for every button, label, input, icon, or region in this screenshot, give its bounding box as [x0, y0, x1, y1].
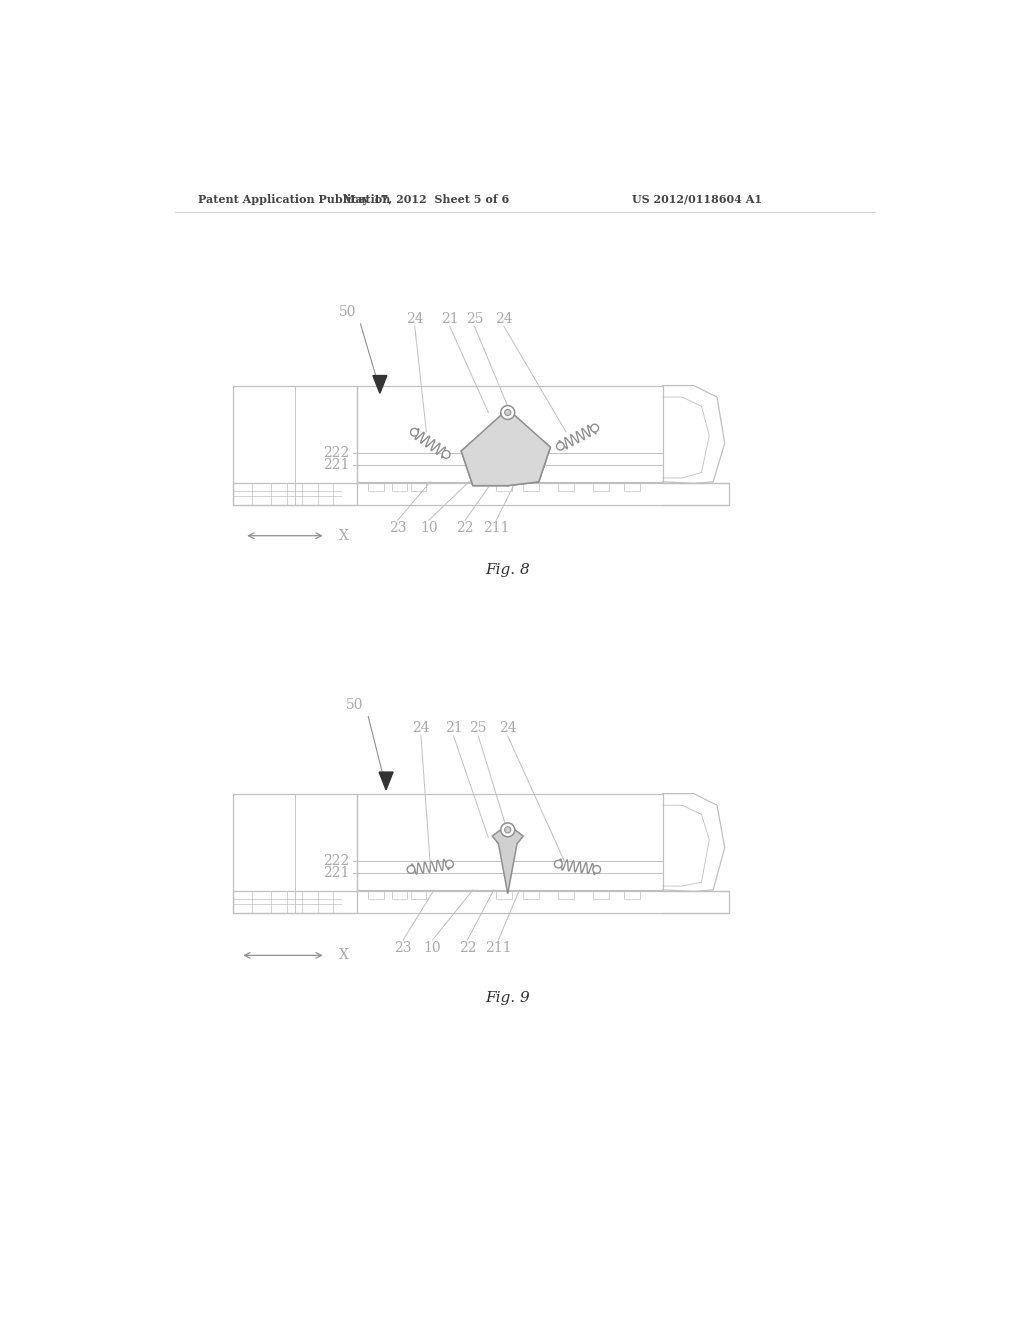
Text: 22: 22	[457, 521, 474, 535]
Bar	[593, 483, 608, 491]
Bar	[411, 483, 426, 491]
Bar	[624, 891, 640, 899]
Polygon shape	[461, 412, 550, 486]
Bar	[558, 483, 573, 491]
Text: 22: 22	[459, 941, 476, 954]
Text: Fig. 8: Fig. 8	[485, 564, 530, 577]
Text: 24: 24	[495, 312, 513, 326]
Bar	[411, 891, 426, 899]
Bar	[232, 483, 729, 506]
Polygon shape	[379, 772, 393, 789]
Text: X: X	[339, 529, 348, 543]
Circle shape	[554, 861, 562, 869]
Bar	[391, 483, 407, 491]
Bar	[624, 483, 640, 491]
Text: 50: 50	[339, 305, 356, 319]
Bar	[232, 385, 356, 506]
Bar	[558, 891, 573, 899]
Circle shape	[445, 861, 454, 869]
Text: Patent Application Publication: Patent Application Publication	[198, 194, 390, 205]
Text: 222: 222	[324, 854, 349, 867]
Text: 23: 23	[394, 941, 412, 954]
Text: 221: 221	[324, 458, 349, 471]
Circle shape	[411, 429, 418, 436]
Text: 211: 211	[483, 521, 509, 535]
Bar	[523, 483, 539, 491]
Text: 25: 25	[470, 721, 487, 735]
Text: 24: 24	[499, 721, 516, 735]
Bar	[369, 483, 384, 491]
Circle shape	[556, 442, 564, 450]
Circle shape	[442, 450, 450, 458]
Text: 21: 21	[444, 721, 462, 735]
Text: 10: 10	[420, 521, 437, 535]
Text: 24: 24	[406, 312, 424, 326]
Circle shape	[593, 866, 600, 874]
Circle shape	[501, 405, 515, 420]
Circle shape	[591, 424, 598, 432]
Text: 24: 24	[412, 721, 430, 735]
Text: 50: 50	[346, 698, 364, 711]
Text: 221: 221	[324, 866, 349, 880]
Bar	[523, 891, 539, 899]
Bar	[593, 891, 608, 899]
Text: X: X	[339, 948, 348, 962]
Text: May 17, 2012  Sheet 5 of 6: May 17, 2012 Sheet 5 of 6	[343, 194, 510, 205]
Bar	[232, 793, 356, 913]
Bar	[356, 793, 663, 890]
Text: 222: 222	[324, 446, 349, 459]
Polygon shape	[493, 825, 523, 894]
Text: US 2012/0118604 A1: US 2012/0118604 A1	[632, 194, 762, 205]
Polygon shape	[373, 376, 387, 393]
Circle shape	[505, 826, 511, 833]
Bar	[496, 891, 512, 899]
Circle shape	[501, 822, 515, 837]
Bar	[356, 385, 663, 482]
Circle shape	[505, 409, 511, 416]
Bar	[369, 891, 384, 899]
Bar	[232, 891, 729, 913]
Text: 23: 23	[389, 521, 407, 535]
Text: 21: 21	[440, 312, 459, 326]
Bar	[496, 483, 512, 491]
Circle shape	[408, 866, 415, 874]
Text: 211: 211	[485, 941, 512, 954]
Text: 10: 10	[424, 941, 441, 954]
Bar	[391, 891, 407, 899]
Text: Fig. 9: Fig. 9	[485, 991, 530, 1005]
Text: 25: 25	[466, 312, 483, 326]
